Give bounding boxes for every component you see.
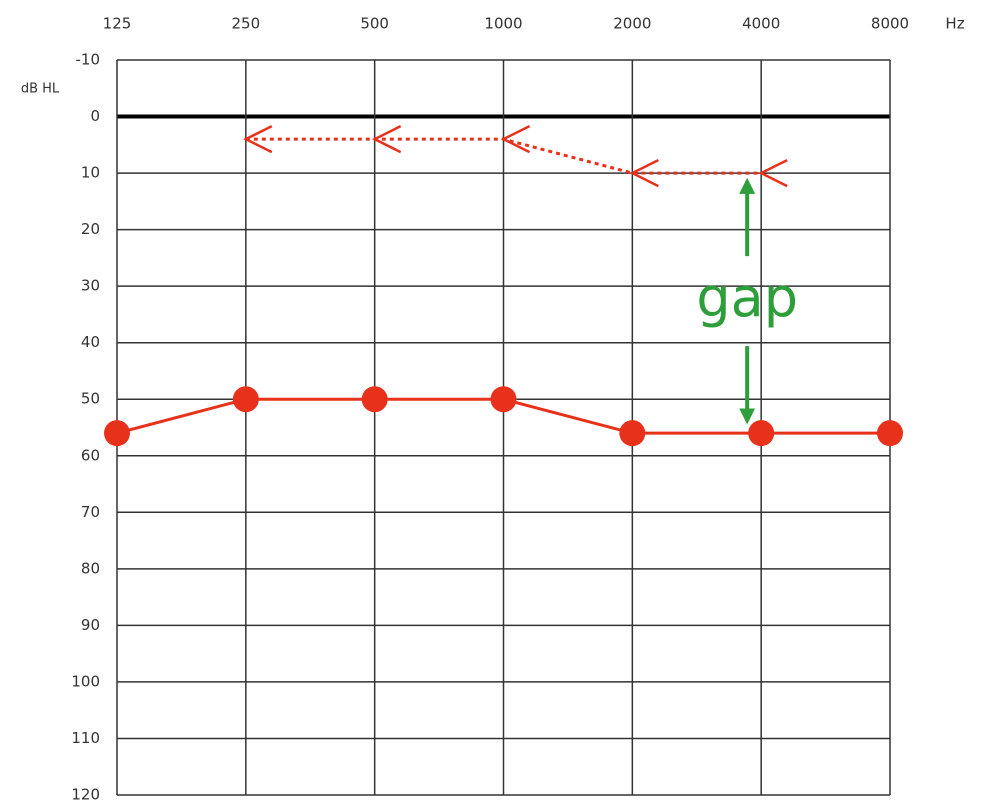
y-tick-label: 90 <box>81 616 100 634</box>
point <box>629 158 659 188</box>
y-tick-label: 50 <box>81 390 100 408</box>
point <box>758 158 788 188</box>
y-tick-label: 80 <box>81 559 100 577</box>
x-tick-label: 500 <box>360 15 389 33</box>
y-tick-label: 10 <box>81 164 100 182</box>
point <box>232 386 259 413</box>
point <box>243 125 273 154</box>
point <box>877 420 903 447</box>
point <box>490 386 517 413</box>
point <box>104 420 130 447</box>
x-tick-label: 1000 <box>484 15 522 33</box>
annotation: gap <box>696 266 798 329</box>
point <box>500 125 531 154</box>
y-tick-label: 20 <box>81 220 100 238</box>
x-tick-label: 2000 <box>613 15 651 33</box>
y-tick-label: 40 <box>81 333 100 351</box>
point <box>371 125 402 154</box>
y-tick-label: -10 <box>76 51 101 69</box>
x-tick-label: 125 <box>103 15 132 33</box>
point <box>361 386 388 413</box>
x-tick-label: 4000 <box>742 15 780 33</box>
y-tick-label: 110 <box>71 729 100 747</box>
y-tick-label: 0 <box>90 107 100 125</box>
y-axis-label: dB HL <box>21 82 60 97</box>
x-tick-label: 250 <box>232 15 261 33</box>
y-tick-label: 60 <box>81 446 100 464</box>
x-tick-label: 8000 <box>871 15 909 33</box>
y-tick-label: 30 <box>81 277 100 295</box>
y-tick-label: 100 <box>71 672 100 690</box>
y-tick-label: 120 <box>71 786 100 804</box>
x-axis-label: Hz <box>945 15 964 33</box>
point <box>619 420 646 447</box>
y-tick-label: 70 <box>81 503 100 521</box>
point <box>748 420 775 447</box>
